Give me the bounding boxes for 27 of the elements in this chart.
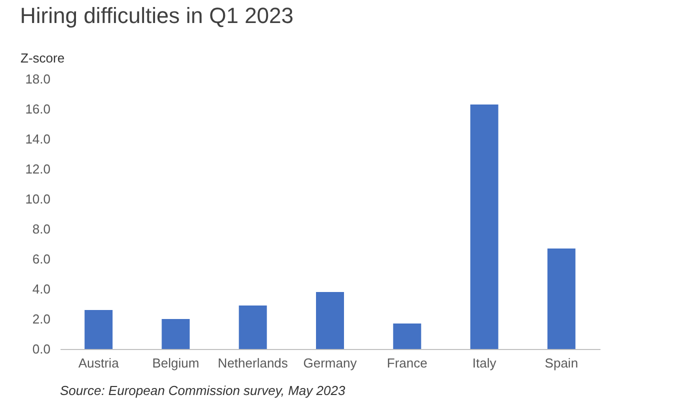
y-tick-label: 6.0 [32,252,50,266]
x-tick-label: Germany [303,356,358,370]
y-tick-label: 2.0 [32,312,50,326]
y-tick-label: 12.0 [25,162,50,176]
bar [84,310,113,349]
x-tick-label: Netherlands [218,356,288,370]
y-tick-label: 4.0 [32,282,50,296]
x-tick-label: Spain [544,356,578,370]
bar [393,324,422,349]
y-tick-label: 18.0 [25,72,50,86]
bar [316,292,344,349]
y-tick-label: 10.0 [25,192,50,206]
x-tick-label: Belgium [152,356,200,370]
chart-title: Hiring difficulties in Q1 2023 [20,3,294,28]
x-tick-label: France [386,356,428,370]
y-tick-label: 8.0 [32,222,50,236]
bar [470,104,498,349]
bar [238,306,267,349]
y-tick-label: 16.0 [25,102,50,116]
y-tick-label: 0.0 [32,342,50,356]
bar [162,319,190,349]
x-tick-label: Italy [472,356,497,370]
bar [547,248,576,349]
source-note: Source: European Commission survey, May 2023 [60,383,346,398]
y-axis-title: Z-score [20,50,65,66]
x-tick-label: Austria [78,356,120,370]
y-tick-label: 14.0 [25,132,50,146]
